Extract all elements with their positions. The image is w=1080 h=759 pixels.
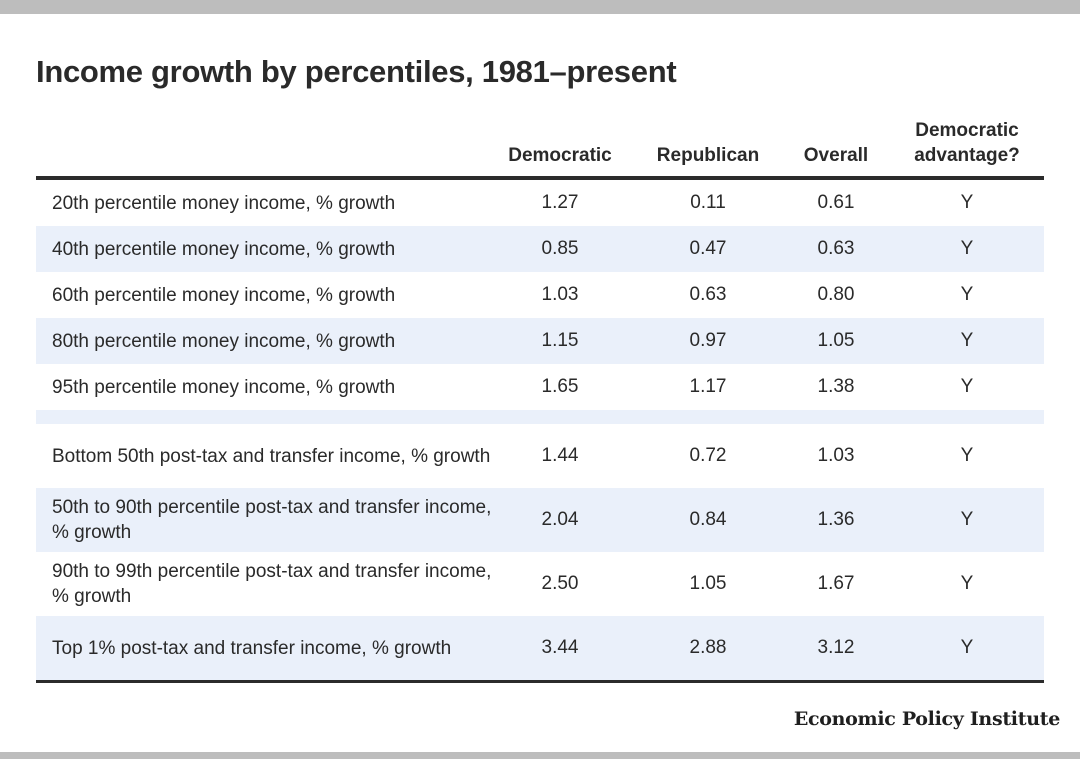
cell-democratic-advantage: Y <box>960 445 974 466</box>
cell-overall: 0.80 <box>817 284 855 305</box>
cell-democratic: 2.50 <box>541 573 579 594</box>
cell-democratic: 1.65 <box>541 376 579 397</box>
row-label: 20th percentile money income, % growth <box>52 192 396 214</box>
column-header-overall: Overall <box>803 145 869 166</box>
cell-democratic: 0.85 <box>541 238 579 259</box>
footer-rule <box>36 680 1044 683</box>
cell-democratic-advantage: Y <box>960 637 974 658</box>
cell-overall: 1.38 <box>817 376 855 397</box>
row-label: 90th to 99th percentile post-tax and tra… <box>52 561 492 607</box>
cell-republican: 0.72 <box>689 445 727 466</box>
cell-overall: 1.67 <box>817 573 855 594</box>
cell-democratic: 3.44 <box>541 637 579 658</box>
data-table: Democratic Republican Overall Democratic… <box>36 110 1044 683</box>
cell-republican: 0.97 <box>689 330 727 351</box>
cell-overall: 1.03 <box>817 445 855 466</box>
table-row: Top 1% post-tax and transfer income, % g… <box>36 616 1044 680</box>
cell-overall: 1.36 <box>817 509 855 530</box>
cell-democratic-advantage: Y <box>960 573 974 594</box>
table-row: 40th percentile money income, % growth 0… <box>36 226 1044 272</box>
cell-democratic-advantage: Y <box>960 330 974 351</box>
source-credit: Economic Policy Institute <box>793 708 1060 730</box>
top-border <box>0 0 1080 14</box>
row-label: 95th percentile money income, % growth <box>52 376 396 398</box>
cell-overall: 1.05 <box>817 330 855 351</box>
cell-democratic: 1.15 <box>541 330 579 351</box>
cell-republican: 1.05 <box>689 573 727 594</box>
bottom-border <box>0 752 1080 759</box>
cell-republican: 1.17 <box>689 376 727 397</box>
cell-democratic: 2.04 <box>541 509 579 530</box>
table-row: 95th percentile money income, % growth 1… <box>36 364 1044 410</box>
column-header-republican: Republican <box>656 145 760 166</box>
row-label: 80th percentile money income, % growth <box>52 330 396 352</box>
cell-overall: 0.61 <box>817 192 855 213</box>
table-row: 90th to 99th percentile post-tax and tra… <box>36 552 1044 616</box>
table-row: Bottom 50th post-tax and transfer income… <box>36 424 1044 488</box>
table-row: 80th percentile money income, % growth 1… <box>36 318 1044 364</box>
section-divider <box>36 410 1044 424</box>
table-row: 20th percentile money income, % growth 1… <box>36 180 1044 226</box>
table-header: Democratic Republican Overall Democratic… <box>36 110 1044 176</box>
row-label: Bottom 50th post-tax and transfer income… <box>52 445 491 467</box>
cell-democratic: 1.27 <box>541 192 579 213</box>
row-label: Top 1% post-tax and transfer income, % g… <box>52 637 452 659</box>
row-label: 50th to 90th percentile post-tax and tra… <box>52 497 492 543</box>
cell-democratic: 1.44 <box>541 445 579 466</box>
cell-republican: 0.84 <box>689 509 727 530</box>
column-header-democratic-advantage: Democratic advantage? <box>914 120 1020 166</box>
cell-democratic-advantage: Y <box>960 284 974 305</box>
cell-republican: 2.88 <box>689 637 727 658</box>
header-rule <box>36 176 1044 180</box>
cell-democratic-advantage: Y <box>960 509 974 530</box>
cell-republican: 0.63 <box>689 284 727 305</box>
column-header-democratic: Democratic <box>508 145 612 166</box>
cell-democratic-advantage: Y <box>960 376 974 397</box>
cell-republican: 0.11 <box>690 192 726 213</box>
table-row: 50th to 90th percentile post-tax and tra… <box>36 488 1044 552</box>
cell-republican: 0.47 <box>689 238 727 259</box>
row-label: 60th percentile money income, % growth <box>52 284 396 306</box>
cell-democratic: 1.03 <box>541 284 579 305</box>
cell-overall: 0.63 <box>817 238 855 259</box>
chart-title: Income growth by percentiles, 1981–prese… <box>36 54 677 89</box>
cell-overall: 3.12 <box>817 637 855 658</box>
row-label: 40th percentile money income, % growth <box>52 238 396 260</box>
cell-democratic-advantage: Y <box>960 192 974 213</box>
cell-democratic-advantage: Y <box>960 238 974 259</box>
table-row: 60th percentile money income, % growth 1… <box>36 272 1044 318</box>
